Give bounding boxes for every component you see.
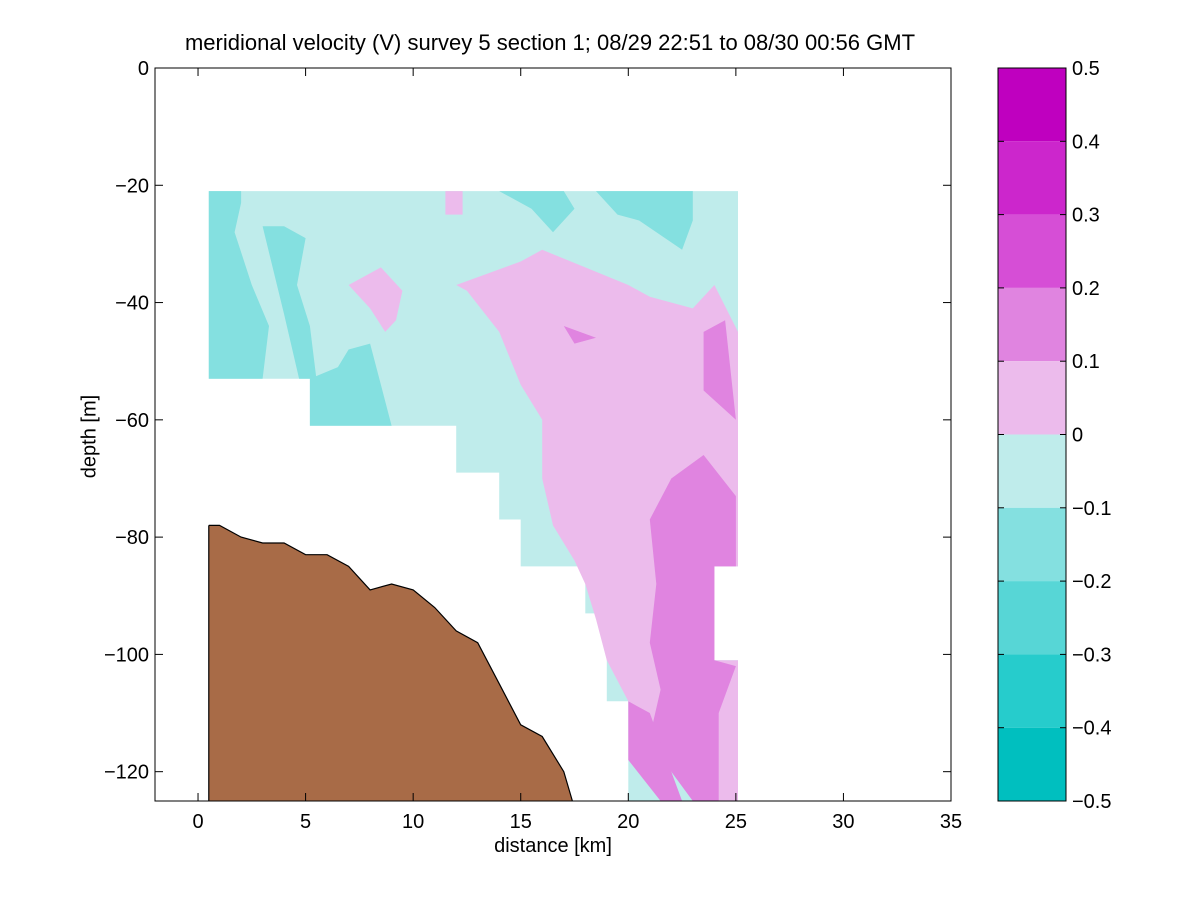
x-tick-label: 10 (402, 811, 424, 833)
colorbar-band-5 (998, 434, 1066, 508)
y-tick-label: −20 (115, 175, 149, 197)
colorbar-band-9 (998, 727, 1066, 801)
contour-region-3 (563, 326, 596, 344)
colorbar-band-4 (998, 361, 1066, 435)
y-tick-label: −100 (104, 644, 149, 666)
colorbar-tick-label: 0.1 (1072, 351, 1100, 373)
y-tick-label: 0 (138, 58, 149, 80)
plot-area (155, 68, 951, 802)
x-tick-label: 30 (832, 811, 854, 833)
contour-region-9 (309, 343, 392, 426)
colorbar-tick-label: −0.3 (1072, 644, 1111, 666)
contour-region-1 (348, 267, 403, 332)
y-tick-label: −40 (115, 293, 149, 315)
contour-region-7 (208, 191, 269, 379)
colorbar-band-1 (998, 141, 1066, 215)
contour-region-8 (262, 226, 317, 379)
contour-region-0 (445, 191, 463, 215)
seafloor (208, 525, 573, 801)
x-axis-label: distance [km] (494, 835, 612, 857)
colorbar-tick-label: −0.5 (1072, 791, 1111, 813)
colorbar-band-3 (998, 287, 1066, 362)
colorbar: 0.5 0.4 0.3 0.2 0.1 0 −0.1 −0.2 −0.3 −0.4 −0.5 (997, 58, 1111, 813)
colorbar-tick-label: −0.1 (1072, 498, 1111, 520)
y-tick-label: −60 (115, 410, 149, 432)
colorbar-band-8 (998, 654, 1066, 728)
contour-region-4 (703, 320, 736, 420)
x-tick-label: 25 (725, 811, 747, 833)
colorbar-tick-label: −0.4 (1072, 718, 1111, 740)
plot-frame (154, 67, 952, 802)
x-tick-label: 35 (940, 811, 962, 833)
contour-region-11 (596, 191, 693, 250)
colorbar-band-2 (998, 214, 1066, 288)
colorbar-tick-label: 0.3 (1072, 205, 1100, 227)
contour-region-10 (499, 191, 575, 233)
x-tick-label: 5 (300, 811, 311, 833)
x-tick-label: 20 (617, 811, 639, 833)
seafloor-outline (208, 524, 573, 802)
contour-region-6 (628, 701, 683, 801)
colorbar-tick-label: 0.5 (1072, 58, 1100, 80)
colorbar-tick-label: 0.2 (1072, 278, 1100, 300)
colorbar-tick-label: 0.4 (1072, 131, 1100, 153)
colorbar-band-6 (998, 507, 1066, 582)
y-tick-label: −120 (104, 762, 149, 784)
axes: 0 5 10 15 20 25 30 35 0 −20 −40 −60 −80 −100 −120 (104, 58, 962, 833)
contour-region-5 (649, 455, 736, 801)
colorbar-band-0 (998, 68, 1066, 142)
y-axis-label: depth [m] (78, 394, 101, 479)
x-tick-label: 0 (192, 811, 203, 833)
colorbar-tick-label: −0.2 (1072, 571, 1111, 593)
y-tick-label: −80 (115, 527, 149, 549)
x-tick-label: 15 (510, 811, 532, 833)
chart-title: meridional velocity (V) survey 5 section… (184, 30, 916, 55)
colorbar-band-7 (998, 581, 1066, 655)
colorbar-tick-label: 0 (1072, 425, 1083, 447)
